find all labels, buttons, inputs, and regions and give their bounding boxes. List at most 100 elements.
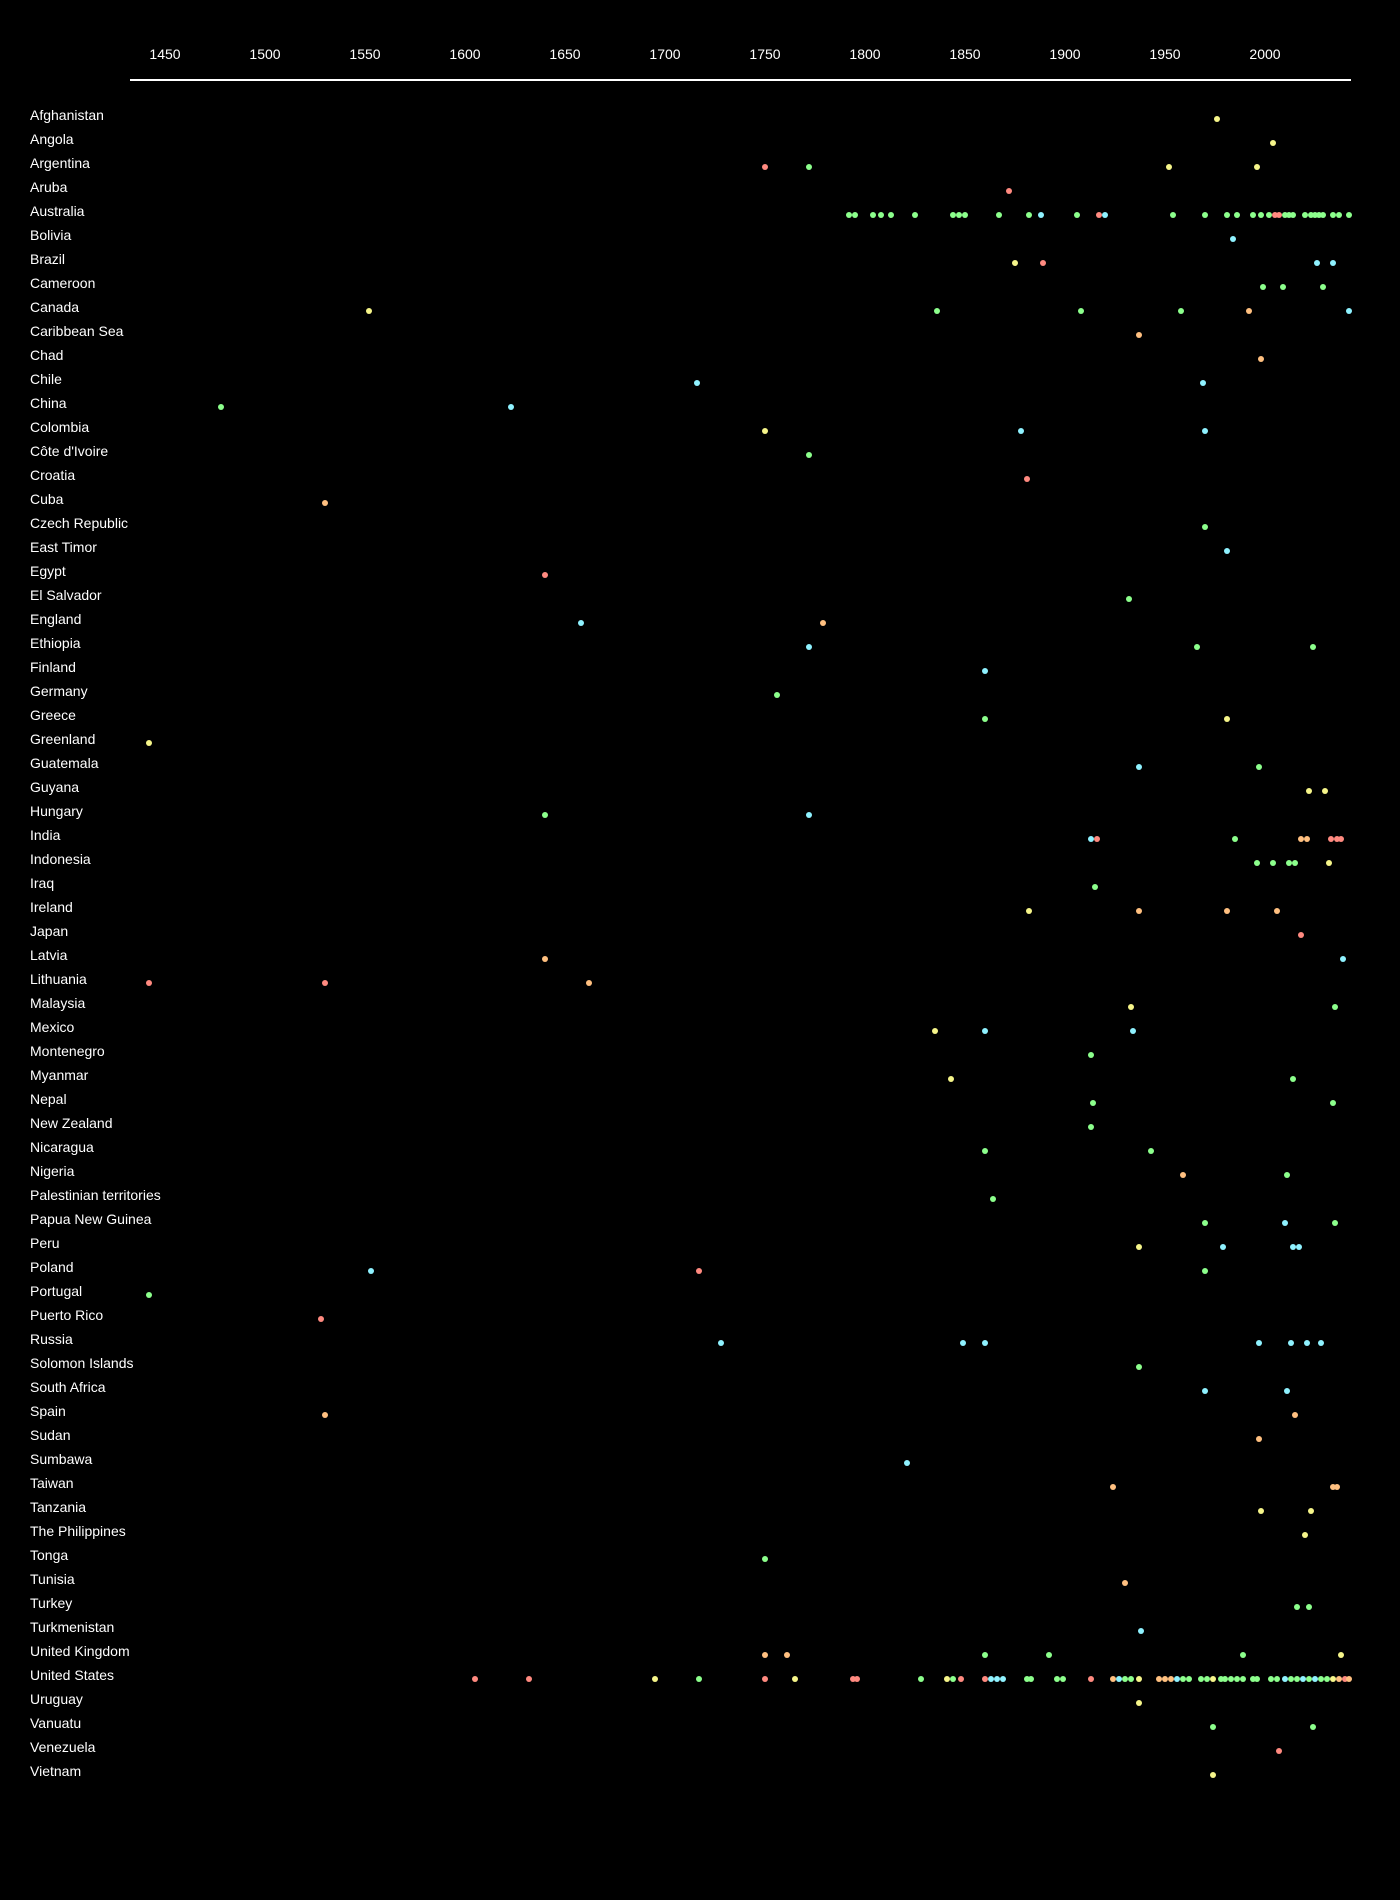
country-label: Turkmenistan: [30, 1619, 114, 1635]
data-point: [1210, 1676, 1216, 1682]
country-label: Greece: [30, 707, 76, 723]
country-label: Spain: [30, 1403, 66, 1419]
data-point: [1284, 1388, 1290, 1394]
data-point: [1334, 1484, 1340, 1490]
data-point: [542, 812, 548, 818]
data-point: [578, 620, 584, 626]
data-point: [1292, 860, 1298, 866]
data-point: [1322, 788, 1328, 794]
country-label: Caribbean Sea: [30, 323, 124, 339]
country-label: Latvia: [30, 947, 68, 963]
country-label: Côte d'Ivoire: [30, 443, 108, 459]
data-point: [1328, 836, 1334, 842]
data-point: [878, 212, 884, 218]
data-point: [1202, 1388, 1208, 1394]
data-point: [1170, 212, 1176, 218]
data-point: [1088, 1124, 1094, 1130]
data-points: [146, 116, 1352, 1778]
data-point: [1178, 308, 1184, 314]
data-point: [1186, 1676, 1192, 1682]
country-label: Vietnam: [30, 1763, 81, 1779]
country-label: Hungary: [30, 803, 83, 819]
data-point: [1288, 1340, 1294, 1346]
data-point: [322, 500, 328, 506]
data-point: [1038, 212, 1044, 218]
x-axis-tick-labels: 1450 1500 1550 1600 1650 1700 1750 1800 1850 1900…: [149, 46, 1280, 62]
data-point: [1194, 644, 1200, 650]
data-point: [762, 1652, 768, 1658]
x-tick-label: 1500: [249, 46, 280, 62]
data-point: [1268, 1676, 1274, 1682]
x-tick-label: 1850: [949, 46, 980, 62]
country-label: Nepal: [30, 1091, 67, 1107]
data-point: [1090, 1100, 1096, 1106]
data-point: [652, 1676, 658, 1682]
data-point: [1240, 1652, 1246, 1658]
country-label: Greenland: [30, 731, 95, 747]
x-tick-label: 1800: [849, 46, 880, 62]
country-label: Cameroon: [30, 275, 95, 291]
data-point: [1180, 1172, 1186, 1178]
data-point: [1258, 212, 1264, 218]
country-label: Palestinian territories: [30, 1187, 161, 1203]
data-point: [1346, 1676, 1352, 1682]
data-point: [1128, 1004, 1134, 1010]
data-point: [318, 1316, 324, 1322]
data-point: [1234, 212, 1240, 218]
country-label: Chad: [30, 347, 63, 363]
data-point: [806, 812, 812, 818]
data-point: [1292, 1412, 1298, 1418]
x-tick-label: 1700: [649, 46, 680, 62]
country-label: East Timor: [30, 539, 97, 555]
data-point: [982, 1652, 988, 1658]
x-tick-label: 1950: [1149, 46, 1180, 62]
data-point: [1274, 1676, 1280, 1682]
country-label: India: [30, 827, 61, 843]
data-point: [1280, 284, 1286, 290]
data-point: [806, 452, 812, 458]
data-point: [1290, 1076, 1296, 1082]
data-point: [1232, 836, 1238, 842]
data-point: [1088, 1676, 1094, 1682]
data-point: [1202, 212, 1208, 218]
data-point: [934, 308, 940, 314]
data-point: [1320, 212, 1326, 218]
data-point: [1290, 1244, 1296, 1250]
data-point: [1318, 1676, 1324, 1682]
country-label: United States: [30, 1667, 114, 1683]
data-point: [1162, 1676, 1168, 1682]
country-label: Sudan: [30, 1427, 70, 1443]
data-point: [982, 1028, 988, 1034]
data-point: [1326, 860, 1332, 866]
data-point: [1220, 1244, 1226, 1250]
data-point: [696, 1676, 702, 1682]
country-label: Guyana: [30, 779, 79, 795]
data-point: [1040, 260, 1046, 266]
country-label: The Philippines: [30, 1523, 126, 1539]
data-point: [806, 644, 812, 650]
data-point: [696, 1268, 702, 1274]
data-point: [1260, 284, 1266, 290]
data-point: [1204, 1676, 1210, 1682]
country-label: Egypt: [30, 563, 66, 579]
country-label: Croatia: [30, 467, 75, 483]
country-label: United Kingdom: [30, 1643, 130, 1659]
country-label: Montenegro: [30, 1043, 105, 1059]
country-label: Finland: [30, 659, 76, 675]
data-point: [1110, 1676, 1116, 1682]
data-point: [1256, 1436, 1262, 1442]
data-point: [1136, 1244, 1142, 1250]
data-point: [820, 620, 826, 626]
data-point: [218, 404, 224, 410]
data-point: [1258, 1508, 1264, 1514]
country-label: Vanuatu: [30, 1715, 81, 1731]
data-point: [1168, 1676, 1174, 1682]
data-point: [1282, 1220, 1288, 1226]
country-label: Czech Republic: [30, 515, 128, 531]
data-point: [774, 692, 780, 698]
country-label: Myanmar: [30, 1067, 89, 1083]
data-point: [1330, 1676, 1336, 1682]
data-point: [1210, 1724, 1216, 1730]
data-point: [508, 404, 514, 410]
